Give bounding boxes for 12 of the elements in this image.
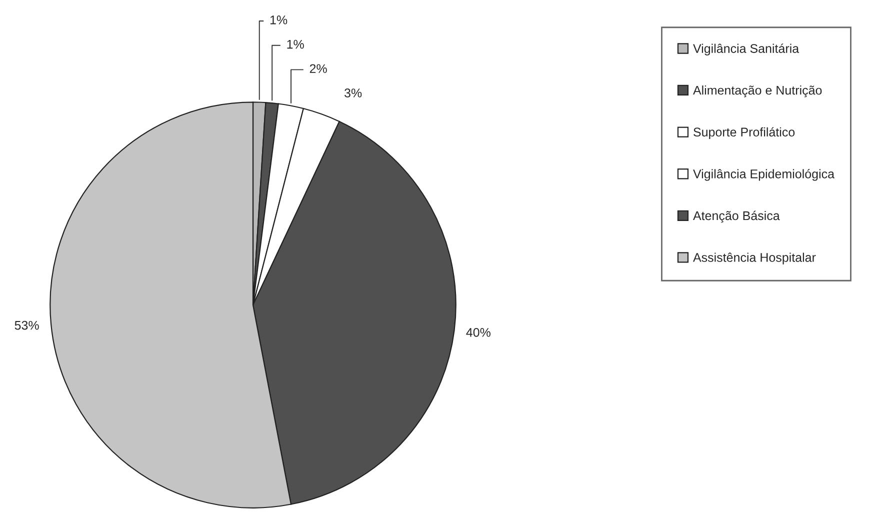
data-label: 53%	[14, 320, 39, 330]
legend-label: Suporte Profilático	[694, 127, 795, 139]
legend-label: Vigilância Sanitária	[693, 44, 800, 56]
data-label: 2%	[310, 64, 327, 73]
data-label: 3%	[344, 88, 362, 98]
data-label: 1%	[270, 16, 288, 24]
legend-label: Assistência Hospitalar	[693, 252, 816, 264]
legend-label: Alimentação e Nutrição	[693, 85, 822, 98]
data-label: 1%	[287, 40, 304, 49]
legend-label: Atenção Básica	[693, 210, 780, 223]
legend-label: Vigilância Epidemiológica	[693, 169, 835, 181]
data-label: 40%	[466, 328, 490, 337]
